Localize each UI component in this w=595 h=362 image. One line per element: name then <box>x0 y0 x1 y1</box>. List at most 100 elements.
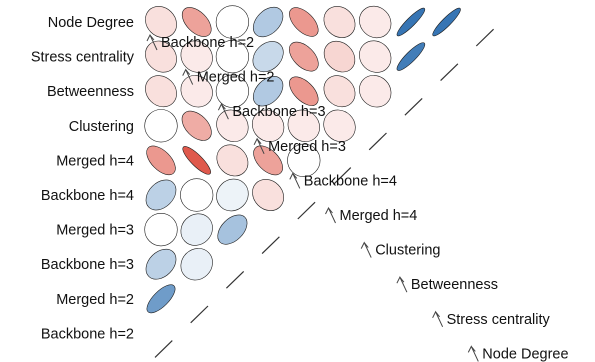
correlation-ellipse <box>359 75 392 108</box>
row-label: Backbone h=2 <box>41 326 134 342</box>
column-label: Backbone h=2 <box>161 35 254 51</box>
diagonal-segment <box>404 97 423 116</box>
correlation-ellipse <box>323 40 356 73</box>
diagonal-segment <box>297 201 316 220</box>
diagonal-segment <box>475 28 494 47</box>
correlation-ellipse <box>181 110 212 141</box>
column-label-pointer <box>253 137 265 155</box>
correlation-cell <box>323 109 356 142</box>
correlation-ellipse <box>145 40 177 73</box>
column-label-pointer <box>182 68 194 85</box>
correlation-cell <box>180 75 213 108</box>
correlation-cell <box>251 109 285 142</box>
correlation-ellipse <box>145 6 177 38</box>
correlation-ellipse <box>289 76 319 106</box>
correlation-ellipse <box>287 143 321 177</box>
correlation-cell <box>289 76 319 106</box>
correlation-ellipse <box>251 109 285 142</box>
correlation-cell <box>252 6 284 38</box>
correlation-cell <box>396 42 426 71</box>
column-label: Merged h=2 <box>197 70 275 86</box>
correlation-ellipse <box>288 41 319 72</box>
column-label-pointer <box>289 172 301 189</box>
correlation-cell <box>215 39 249 74</box>
correlation-cell <box>145 179 177 211</box>
diagonal-lines <box>154 28 494 358</box>
column-label: Clustering <box>375 243 440 259</box>
correlation-cell <box>180 40 213 73</box>
correlation-cell <box>180 248 213 281</box>
row-label: Clustering <box>69 119 134 135</box>
correlation-ellipse <box>180 248 213 281</box>
column-label: Merged h=3 <box>268 139 346 155</box>
diagonal-segment <box>261 236 280 255</box>
correlation-ellipse <box>253 145 283 176</box>
correlation-cell <box>146 284 176 314</box>
correlation-ellipse <box>432 7 461 37</box>
correlation-cell <box>145 40 177 73</box>
correlation-ellipse <box>215 74 249 108</box>
correlation-ellipse <box>359 40 392 73</box>
correlation-cell <box>144 109 178 143</box>
diagonal-segment <box>368 132 387 151</box>
column-label-pointer <box>146 33 158 51</box>
column-label: Stress centrality <box>447 312 551 328</box>
correlation-ellipse <box>396 7 426 37</box>
correlation-ellipse <box>145 179 177 211</box>
correlation-cell <box>216 144 249 177</box>
diagonal-segment <box>440 63 459 82</box>
correlation-ellipse <box>396 42 426 71</box>
correlation-cell <box>287 109 320 142</box>
correlation-ellipse <box>323 109 356 142</box>
correlation-ellipse <box>180 75 213 108</box>
row-label: Betweenness <box>47 84 134 100</box>
correlation-cell <box>144 213 178 247</box>
column-label-pointer <box>467 345 479 362</box>
correlation-ellipse <box>145 75 177 108</box>
diagonal-segment <box>225 270 245 289</box>
correlation-ellipse <box>144 213 178 247</box>
column-label-pointer <box>217 103 229 120</box>
correlation-cells <box>144 5 461 314</box>
correlation-cell <box>145 6 177 38</box>
correlation-cell <box>252 76 284 107</box>
correlation-cell <box>289 7 319 37</box>
correlation-cell <box>359 5 392 39</box>
column-label-pointer <box>360 241 372 258</box>
correlation-ellipse <box>252 76 284 107</box>
correlation-ellipse <box>180 213 213 246</box>
correlation-ellipse <box>359 5 392 39</box>
column-label-pointer <box>325 206 336 224</box>
diagonal-segment <box>333 167 352 185</box>
column-label: Backbone h=4 <box>304 173 397 189</box>
correlation-cell <box>182 146 211 175</box>
row-label: Merged h=4 <box>56 153 134 169</box>
correlation-cell <box>180 213 213 246</box>
correlation-cell <box>252 179 284 211</box>
correlation-ellipse <box>144 109 178 143</box>
correlation-ellipse <box>252 6 284 38</box>
correlation-ellipse <box>323 75 356 108</box>
correlation-cell <box>145 248 177 280</box>
row-label: Backbone h=4 <box>41 188 134 204</box>
correlation-ellipse <box>287 109 320 142</box>
correlation-ellipse <box>215 5 249 39</box>
correlation-ellipse <box>216 144 249 177</box>
row-label: Stress centrality <box>31 50 135 66</box>
correlation-cell <box>215 74 249 108</box>
diagonal-segment <box>154 340 173 358</box>
correlation-cell <box>359 75 392 108</box>
correlation-ellipse <box>146 145 176 176</box>
correlation-cell <box>253 145 283 176</box>
correlation-ellipse <box>252 41 284 73</box>
correlation-cell <box>216 109 249 142</box>
correlation-cell <box>252 41 284 73</box>
column-labels: Node Degree Stress centrality Betweenness C… <box>146 33 569 362</box>
column-label: Backbone h=3 <box>232 104 325 120</box>
correlation-ellipse <box>216 178 249 212</box>
correlation-ellipse <box>289 7 319 37</box>
correlation-ellipse <box>217 214 248 245</box>
row-label: Node Degree <box>48 15 134 31</box>
correlation-ellipse <box>216 109 249 142</box>
